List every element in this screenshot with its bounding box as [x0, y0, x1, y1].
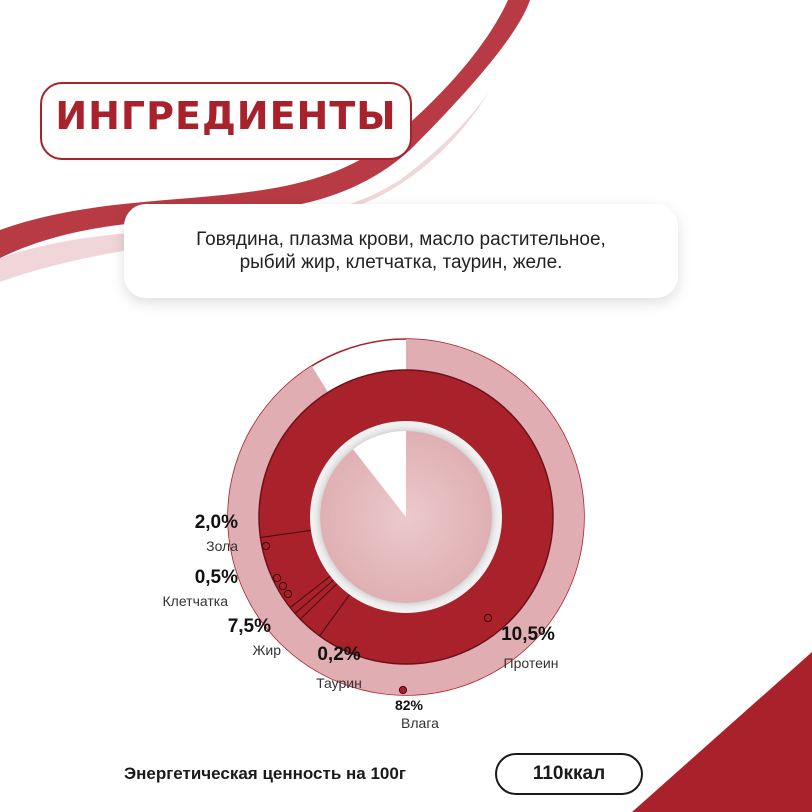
marker-Зола	[261, 541, 271, 551]
value-label-Протеин: 10,5%	[501, 624, 555, 645]
name-label-Влага: Влага	[401, 715, 439, 731]
marker-Влага	[398, 685, 408, 695]
marker-Жир	[283, 589, 293, 599]
center-hub	[310, 421, 502, 613]
marker-Таурин	[272, 573, 282, 583]
page-title: ИНГРЕДИЕНТЫ	[55, 94, 397, 138]
value-label-Жир: 7,5%	[228, 616, 271, 637]
ingredients-line-2: рыбий жир, клетчатка, таурин, желе.	[239, 252, 563, 273]
slice-separator	[289, 575, 331, 608]
energy-value: 110ккал	[532, 763, 606, 784]
ingredients-text: Говядина, плазма крови, масло растительн…	[161, 228, 641, 274]
slice-separator	[299, 583, 338, 620]
ingredients-line-1: Говядина, плазма крови, масло растительн…	[196, 229, 606, 250]
marker-Клетчатка	[278, 581, 288, 591]
value-label-Клетчатка: 0,5%	[195, 567, 238, 588]
value-label-Таурин: 0,2%	[317, 644, 360, 665]
slice-separator	[294, 579, 334, 614]
decor-corner-triangle	[632, 652, 812, 812]
ingredients-card: Говядина, плазма крови, масло растительн…	[124, 204, 678, 298]
slice-markers	[261, 541, 493, 695]
name-label-Таурин: Таурин	[316, 675, 362, 691]
name-label-Зола: Зола	[206, 538, 238, 554]
marker-Протеин	[483, 613, 493, 623]
energy-pill: 110ккал	[495, 753, 643, 795]
title-frame: ИНГРЕДИЕНТЫ	[40, 82, 412, 160]
slice-separator	[260, 529, 312, 538]
value-label-Зола: 2,0%	[195, 512, 238, 533]
slice-labels: 82% Влага 10,5% Протеин 7,5% Жир 2,0% Зола 0,5% К…	[163, 512, 559, 731]
slice-separator	[319, 594, 350, 637]
name-label-Протеин: Протеин	[504, 655, 559, 671]
energy-label: Энергетическая ценность на 100г	[124, 764, 406, 783]
value-label-Влага: 82%	[395, 697, 424, 713]
decor-ribbon-light	[0, 90, 490, 282]
name-label-Жир: Жир	[252, 642, 281, 658]
hub-wedge	[353, 431, 406, 517]
name-label-Клетчатка: Клетчатка	[163, 593, 229, 609]
